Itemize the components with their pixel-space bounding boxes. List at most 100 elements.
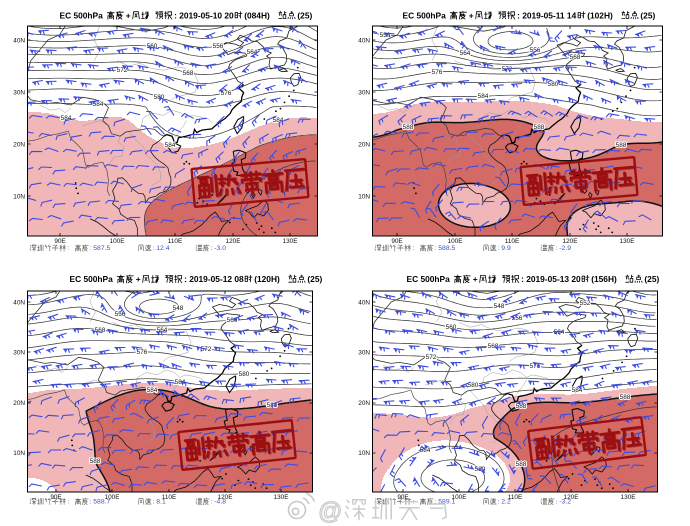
- svg-text:130E: 130E: [283, 238, 298, 245]
- svg-text:556: 556: [380, 32, 391, 39]
- svg-text:: 8.1: : 8.1: [153, 499, 166, 506]
- svg-text:588: 588: [620, 394, 631, 401]
- svg-text:20N: 20N: [13, 141, 25, 148]
- svg-text:20N: 20N: [13, 400, 25, 407]
- svg-text:(120H): (120H): [254, 274, 280, 284]
- svg-text:: 2019-05-12 08: : 2019-05-12 08: [184, 274, 244, 284]
- svg-text:548: 548: [173, 305, 184, 312]
- svg-text:+: +: [469, 10, 474, 20]
- svg-text::: :: [68, 245, 70, 252]
- svg-text:40N: 40N: [358, 299, 370, 306]
- svg-text:576: 576: [137, 349, 148, 356]
- svg-text:(25): (25): [644, 274, 659, 284]
- svg-text:20N: 20N: [358, 400, 370, 407]
- svg-text:584: 584: [61, 115, 72, 122]
- svg-text:40N: 40N: [13, 37, 25, 44]
- svg-text:588: 588: [516, 403, 527, 410]
- svg-text::: :: [413, 245, 415, 252]
- svg-text:130E: 130E: [620, 238, 635, 245]
- svg-text:EC 500hPa: EC 500hPa: [403, 10, 447, 20]
- svg-text:120E: 120E: [226, 238, 241, 245]
- svg-text:584: 584: [147, 387, 158, 394]
- svg-text:560: 560: [147, 43, 158, 50]
- svg-text:20N: 20N: [358, 141, 370, 148]
- svg-text:580: 580: [154, 94, 165, 101]
- svg-text:: -2.9: : -2.9: [556, 245, 572, 252]
- svg-text:: 589.1: : 589.1: [435, 499, 456, 506]
- svg-text:584: 584: [273, 117, 284, 124]
- svg-text:+: +: [473, 274, 478, 284]
- svg-text:584: 584: [572, 387, 583, 394]
- svg-text:(102H): (102H): [587, 10, 613, 20]
- svg-text:580: 580: [239, 371, 250, 378]
- svg-text:576: 576: [221, 90, 232, 97]
- svg-text:588: 588: [616, 142, 627, 149]
- svg-text:556: 556: [530, 47, 541, 54]
- svg-text:556: 556: [512, 315, 523, 322]
- svg-text:100E: 100E: [448, 238, 463, 245]
- svg-text:(156H): (156H): [591, 274, 617, 284]
- svg-text:556: 556: [213, 43, 224, 50]
- svg-text:90E: 90E: [391, 238, 402, 245]
- svg-text:576: 576: [432, 69, 443, 76]
- svg-text:572: 572: [502, 66, 513, 73]
- svg-text:10N: 10N: [13, 450, 25, 457]
- svg-text:40N: 40N: [358, 37, 370, 44]
- svg-text:130E: 130E: [274, 494, 289, 501]
- svg-text:10N: 10N: [358, 450, 370, 457]
- svg-text:(25): (25): [297, 10, 312, 20]
- svg-text:90E: 90E: [54, 238, 65, 245]
- svg-text:+: +: [126, 10, 131, 20]
- svg-text:: 2019-05-10 20: : 2019-05-10 20: [174, 10, 234, 20]
- svg-text:: 2019-05-11 14: : 2019-05-11 14: [517, 10, 576, 20]
- svg-text:584: 584: [478, 93, 489, 100]
- svg-text:580: 580: [468, 382, 479, 389]
- svg-text:564: 564: [247, 49, 258, 56]
- svg-text:100E: 100E: [452, 494, 467, 501]
- svg-text:588: 588: [516, 461, 527, 468]
- svg-text:120E: 120E: [218, 494, 233, 501]
- svg-text:564: 564: [460, 50, 471, 57]
- svg-text:564: 564: [157, 327, 168, 334]
- svg-text:: 587.5: : 587.5: [90, 245, 111, 252]
- svg-text:548: 548: [494, 303, 505, 310]
- svg-text:576: 576: [530, 363, 541, 370]
- svg-text:: 2.2: : 2.2: [498, 499, 511, 506]
- svg-text:10N: 10N: [13, 193, 25, 200]
- svg-text:120E: 120E: [563, 238, 578, 245]
- svg-text:(25): (25): [307, 274, 322, 284]
- svg-text:556: 556: [115, 311, 126, 318]
- svg-text:110E: 110E: [168, 238, 182, 245]
- svg-text:: 588.5: : 588.5: [435, 245, 456, 252]
- svg-text:560: 560: [227, 317, 238, 324]
- svg-text:568: 568: [570, 54, 581, 61]
- svg-text:(084H): (084H): [244, 10, 270, 20]
- svg-text:110E: 110E: [505, 238, 519, 245]
- svg-text:588: 588: [534, 124, 545, 131]
- svg-text:40N: 40N: [13, 299, 25, 306]
- svg-text:552: 552: [580, 300, 591, 307]
- svg-text:560: 560: [446, 324, 457, 331]
- svg-text:EC 500hPa: EC 500hPa: [407, 274, 451, 284]
- svg-text:100E: 100E: [110, 238, 125, 245]
- svg-text:584: 584: [165, 142, 176, 149]
- svg-text:100E: 100E: [105, 494, 120, 501]
- svg-text:: 9.9: : 9.9: [498, 245, 511, 252]
- svg-text:580: 580: [475, 466, 486, 473]
- svg-text:584: 584: [420, 447, 431, 454]
- svg-text:30N: 30N: [13, 350, 25, 357]
- svg-text:30N: 30N: [13, 89, 25, 96]
- svg-text::: :: [68, 499, 70, 506]
- svg-text:30N: 30N: [358, 350, 370, 357]
- svg-text:(25): (25): [640, 10, 655, 20]
- svg-text:30N: 30N: [358, 89, 370, 96]
- svg-text:90E: 90E: [50, 494, 61, 501]
- svg-text:584: 584: [93, 101, 104, 108]
- svg-text:EC 500hPa: EC 500hPa: [60, 10, 104, 20]
- svg-text:: 12.4: : 12.4: [153, 245, 170, 252]
- svg-text:@: @: [318, 498, 342, 525]
- svg-text:584: 584: [175, 379, 186, 386]
- svg-text:90E: 90E: [397, 494, 408, 501]
- svg-text:130E: 130E: [621, 494, 636, 501]
- svg-text:572: 572: [426, 354, 437, 361]
